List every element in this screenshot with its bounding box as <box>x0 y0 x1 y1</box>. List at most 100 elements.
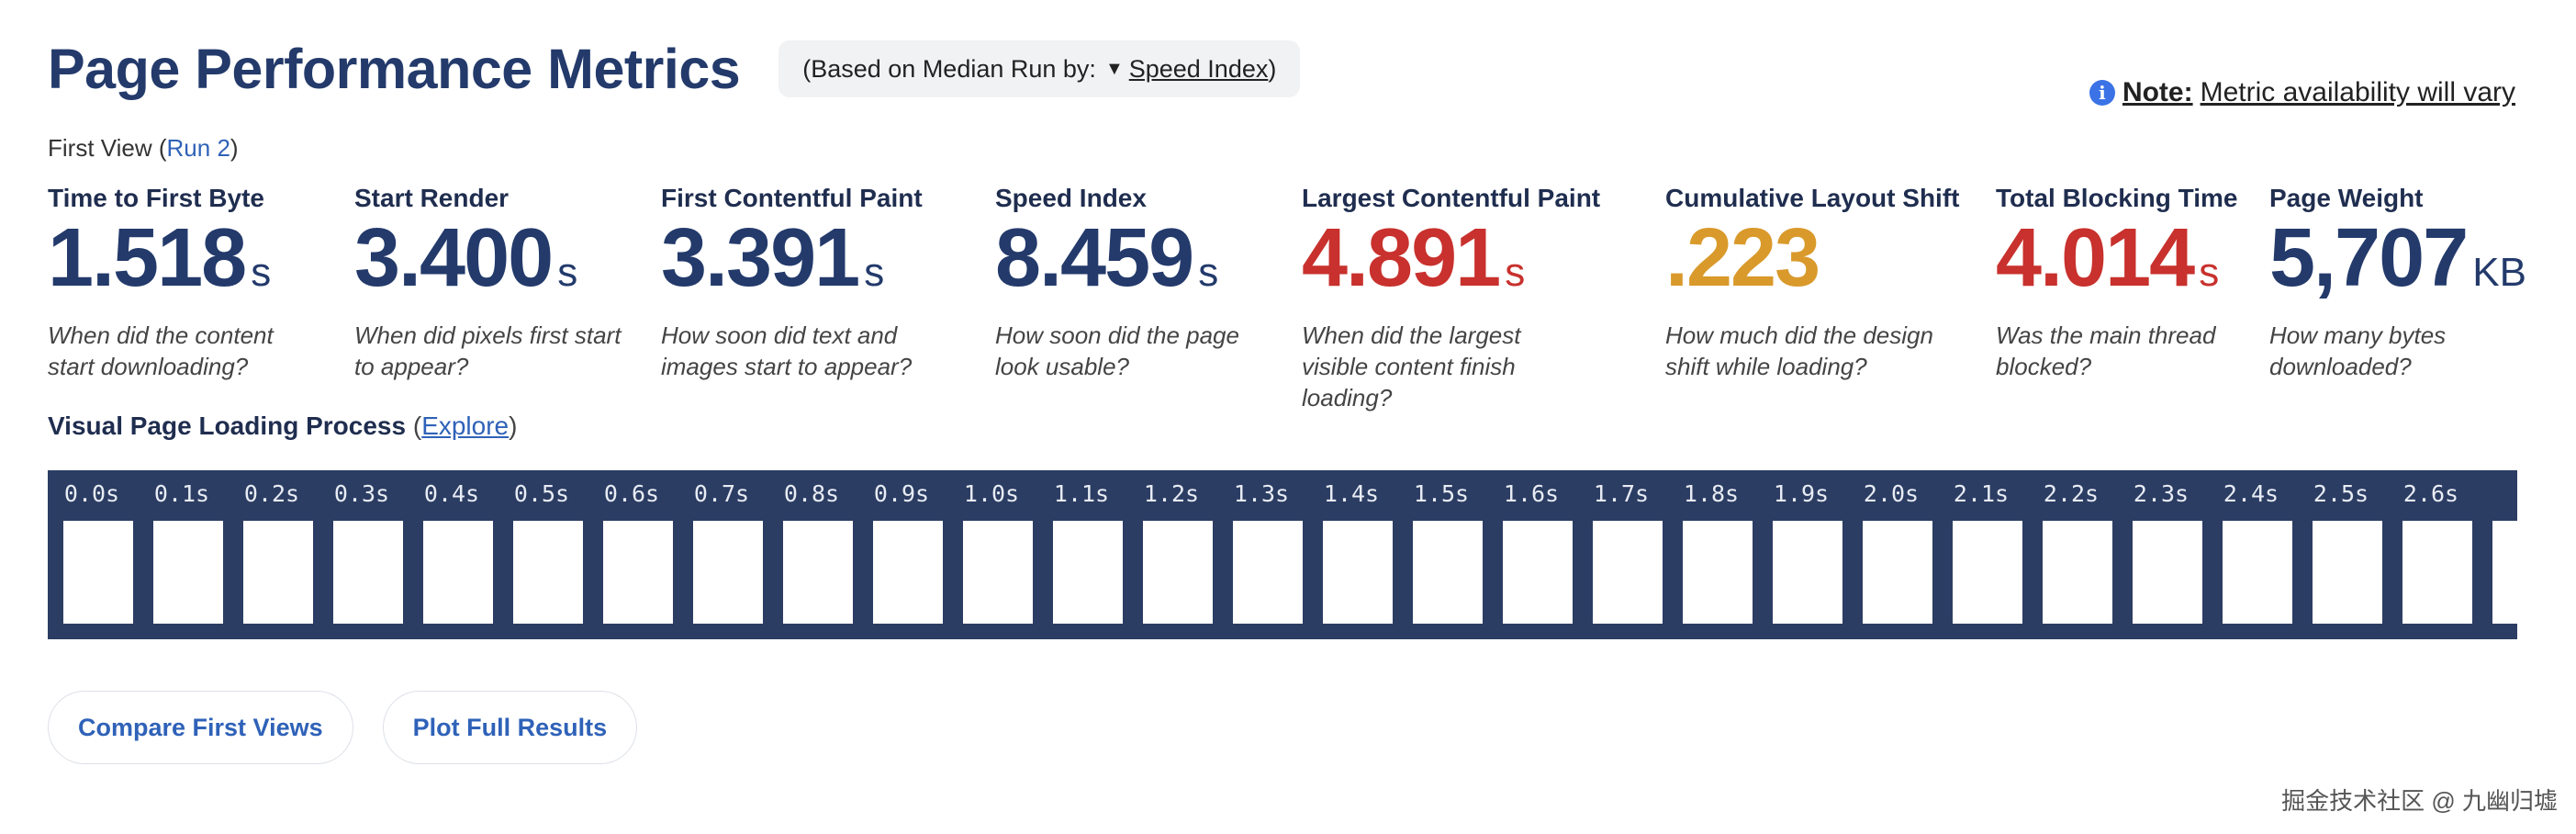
frame-thumbnail[interactable] <box>693 521 763 624</box>
frame-thumbnail[interactable] <box>2313 521 2382 624</box>
filmstrip-frame[interactable]: 0.3s <box>318 470 406 639</box>
frame-timestamp: 0.2s <box>243 480 300 507</box>
note-text[interactable]: Metric availability will vary <box>2200 77 2515 107</box>
first-view-suffix: ) <box>230 134 239 162</box>
metric-availability-note[interactable]: i Note: Metric availability will vary <box>2089 77 2515 108</box>
frame-timestamp: 2.3s <box>2133 480 2190 507</box>
frame-timestamp: 0.5s <box>513 480 570 507</box>
frame-thumbnail[interactable] <box>513 521 583 624</box>
filmstrip-frame[interactable]: 1.6s <box>1487 470 1575 639</box>
frame-timestamp: 1.6s <box>1503 480 1560 507</box>
frame-thumbnail[interactable] <box>1233 521 1303 624</box>
dropdown-triangle-icon[interactable]: ▼ <box>1104 58 1124 79</box>
frame-thumbnail[interactable] <box>783 521 853 624</box>
filmstrip-frame[interactable]: 0.8s <box>767 470 856 639</box>
explore-open-paren: ( <box>406 411 422 440</box>
metric-value-line: 3.400 s <box>354 217 630 299</box>
frame-timestamp: 0.0s <box>63 480 120 507</box>
filmstrip-frame[interactable]: 2.3s <box>2117 470 2205 639</box>
metric-description: When did pixels first start to appear? <box>354 321 622 380</box>
filmstrip-frame[interactable]: 2.0s <box>1847 470 1935 639</box>
metric-label: Speed Index <box>995 184 1147 212</box>
frame-timestamp: 1.3s <box>1233 480 1290 507</box>
frame-thumbnail[interactable] <box>963 521 1033 624</box>
actions-row: Compare First Views Plot Full Results <box>48 691 666 764</box>
metric-unit: KB <box>2472 250 2526 295</box>
median-metric-link[interactable]: Speed Index <box>1128 54 1269 83</box>
filmstrip-frame[interactable]: 1.2s <box>1127 470 1215 639</box>
filmstrip-frame[interactable]: 0.0s <box>48 470 136 639</box>
frame-thumbnail[interactable] <box>603 521 673 624</box>
filmstrip-frame[interactable]: 1.3s <box>1217 470 1305 639</box>
first-view-prefix: First View ( <box>48 134 167 162</box>
frame-thumbnail[interactable] <box>1323 521 1393 624</box>
metric-fcp: First Contentful Paint 3.391 s How soon d… <box>661 184 936 382</box>
filmstrip-frame[interactable] <box>2477 470 2517 639</box>
filmstrip[interactable]: 0.0s 0.1s 0.2s 0.3s 0.4s 0.5s 0.6s 0.7s 0.8s 0.9s… <box>48 470 2517 639</box>
frame-timestamp: 2.2s <box>2043 480 2100 507</box>
frame-thumbnail[interactable] <box>1683 521 1753 624</box>
frame-thumbnail[interactable] <box>2402 521 2472 624</box>
metric-label: Total Blocking Time <box>1996 184 2238 212</box>
frame-thumbnail[interactable] <box>153 521 223 624</box>
frame-thumbnail[interactable] <box>63 521 133 624</box>
frame-thumbnail[interactable] <box>423 521 493 624</box>
metric-value-line: 3.391 s <box>661 217 936 299</box>
filmstrip-frame[interactable]: 1.7s <box>1577 470 1665 639</box>
frame-thumbnail[interactable] <box>1593 521 1663 624</box>
metric-unit: s <box>864 250 885 295</box>
filmstrip-frame[interactable]: 1.1s <box>1037 470 1126 639</box>
metric-description: How soon did text and images start to ap… <box>661 321 913 380</box>
filmstrip-frame[interactable]: 2.4s <box>2207 470 2295 639</box>
filmstrip-frame[interactable]: 2.5s <box>2297 470 2385 639</box>
filmstrip-frame[interactable]: 0.5s <box>498 470 586 639</box>
metric-unit: s <box>1198 250 1219 295</box>
explore-link[interactable]: Explore <box>421 411 510 440</box>
filmstrip-frame[interactable]: 0.2s <box>228 470 316 639</box>
filmstrip-frame[interactable]: 0.7s <box>678 470 766 639</box>
filmstrip-frame[interactable]: 1.5s <box>1397 470 1485 639</box>
filmstrip-frame[interactable]: 2.1s <box>1937 470 2025 639</box>
frame-timestamp: 1.4s <box>1323 480 1380 507</box>
frame-timestamp: 2.1s <box>1953 480 2010 507</box>
frame-thumbnail[interactable] <box>1773 521 1842 624</box>
filmstrip-frame[interactable]: 0.4s <box>408 470 496 639</box>
metric-unit: s <box>251 250 272 295</box>
filmstrip-frame[interactable]: 1.9s <box>1757 470 1845 639</box>
frame-thumbnail[interactable] <box>2133 521 2202 624</box>
frame-timestamp: 0.6s <box>603 480 660 507</box>
frame-thumbnail[interactable] <box>333 521 403 624</box>
frame-timestamp: 2.4s <box>2223 480 2279 507</box>
frame-thumbnail[interactable] <box>2043 521 2112 624</box>
frame-thumbnail[interactable] <box>243 521 313 624</box>
frame-thumbnail[interactable] <box>873 521 943 624</box>
metric-start-render: Start Render 3.400 s When did pixels firs… <box>354 184 630 382</box>
run-link[interactable]: Run 2 <box>166 134 230 162</box>
metric-speed-index: Speed Index 8.459 s How soon did the page… <box>995 184 1271 382</box>
filmstrip-frame[interactable]: 0.9s <box>857 470 946 639</box>
filmstrip-frame[interactable]: 1.0s <box>947 470 1036 639</box>
metric-unit: s <box>2199 250 2220 295</box>
frame-timestamp: 1.9s <box>1773 480 1830 507</box>
frame-thumbnail[interactable] <box>1143 521 1213 624</box>
frame-thumbnail[interactable] <box>1053 521 1123 624</box>
filmstrip-frame[interactable]: 0.1s <box>138 470 226 639</box>
frame-thumbnail[interactable] <box>1953 521 2022 624</box>
frame-timestamp: 1.8s <box>1683 480 1740 507</box>
frame-thumbnail[interactable] <box>2492 521 2517 624</box>
filmstrip-frame[interactable]: 2.2s <box>2027 470 2115 639</box>
frame-timestamp: 1.7s <box>1593 480 1650 507</box>
metric-cls: Cumulative Layout Shift .223 How much di… <box>1665 184 1959 382</box>
frame-thumbnail[interactable] <box>1863 521 1932 624</box>
frame-thumbnail[interactable] <box>2223 521 2292 624</box>
compare-first-views-button[interactable]: Compare First Views <box>48 691 353 764</box>
frame-timestamp: 2.6s <box>2402 480 2459 507</box>
metric-value: 3.391 <box>661 212 860 304</box>
frame-thumbnail[interactable] <box>1503 521 1573 624</box>
filmstrip-frame[interactable]: 0.6s <box>588 470 676 639</box>
plot-full-results-button[interactable]: Plot Full Results <box>382 691 638 764</box>
filmstrip-frame[interactable]: 1.4s <box>1307 470 1395 639</box>
filmstrip-frame[interactable]: 2.6s <box>2387 470 2475 639</box>
filmstrip-frame[interactable]: 1.8s <box>1667 470 1755 639</box>
frame-thumbnail[interactable] <box>1413 521 1483 624</box>
